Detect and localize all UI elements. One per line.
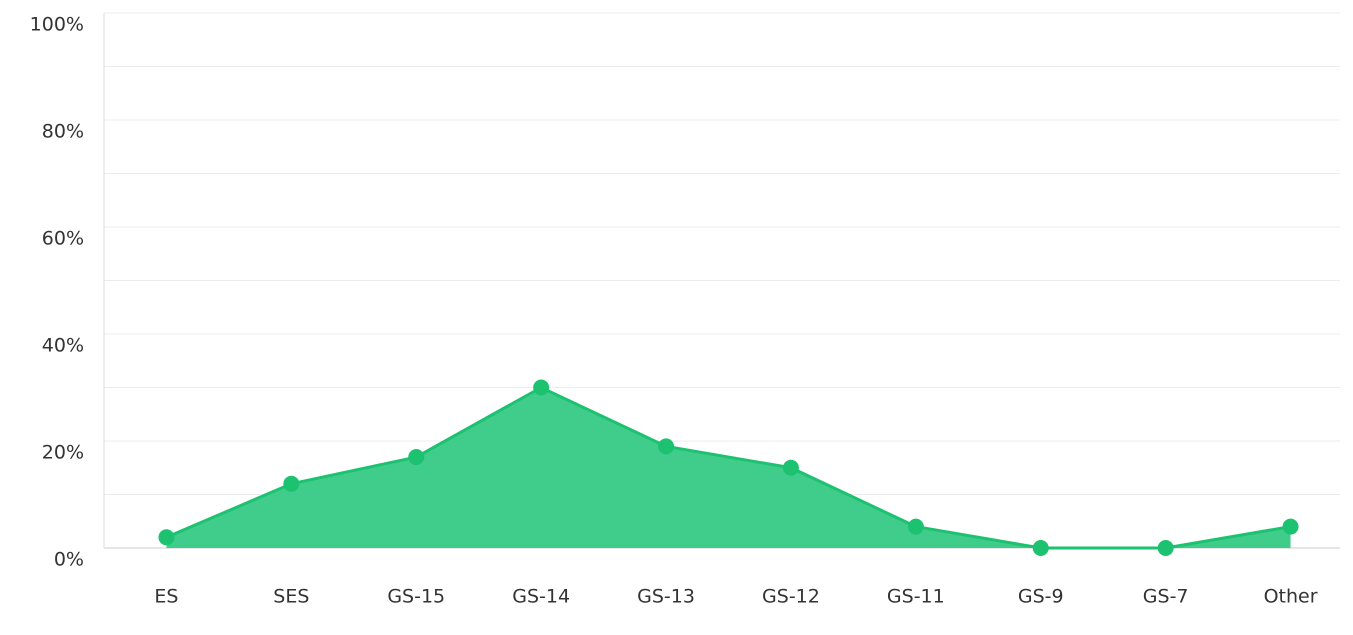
x-tick-label: GS-13 bbox=[637, 586, 695, 608]
point bbox=[158, 529, 175, 546]
point bbox=[658, 438, 675, 455]
point bbox=[1032, 540, 1049, 556]
x-tick-label: GS-15 bbox=[387, 586, 445, 608]
point bbox=[1157, 540, 1174, 556]
point bbox=[782, 459, 799, 476]
y-tick-label: 40% bbox=[42, 335, 84, 357]
x-tick-label: ES bbox=[154, 586, 178, 608]
x-tick-label: GS-12 bbox=[762, 586, 820, 608]
x-tick-label: Other bbox=[1264, 586, 1318, 608]
point bbox=[283, 475, 300, 492]
y-tick-label: 100% bbox=[30, 14, 84, 36]
line bbox=[165, 385, 1291, 550]
y-tick-label: 80% bbox=[42, 121, 84, 143]
point bbox=[408, 449, 425, 466]
y-tick-label: 60% bbox=[42, 228, 84, 250]
x-tick-label: SES bbox=[273, 586, 309, 608]
y-tick-label: 20% bbox=[42, 442, 84, 464]
x-tick-label: GS-7 bbox=[1143, 586, 1189, 608]
x-tick-label: GS-14 bbox=[512, 586, 570, 608]
point bbox=[907, 518, 924, 535]
x-tick-label: GS-9 bbox=[1018, 586, 1064, 608]
x-tick-label: GS-11 bbox=[887, 586, 945, 608]
point bbox=[533, 379, 550, 396]
y-tick-label: 0% bbox=[54, 549, 84, 571]
point bbox=[1282, 518, 1299, 535]
area bbox=[166, 387, 1291, 548]
